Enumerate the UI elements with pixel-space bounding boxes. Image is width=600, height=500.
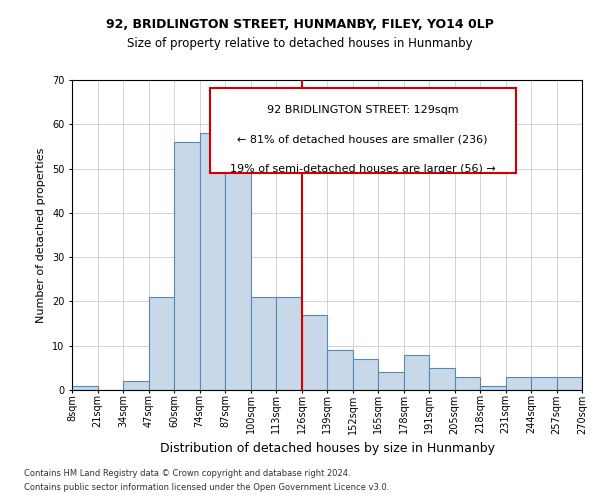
Text: 19% of semi-detached houses are larger (56) →: 19% of semi-detached houses are larger (…	[230, 164, 496, 173]
Text: Contains HM Land Registry data © Crown copyright and database right 2024.: Contains HM Land Registry data © Crown c…	[24, 468, 350, 477]
Text: Size of property relative to detached houses in Hunmanby: Size of property relative to detached ho…	[127, 38, 473, 51]
Bar	[276, 297, 302, 390]
Bar	[199, 133, 225, 390]
Bar	[353, 359, 378, 390]
Bar	[327, 350, 353, 390]
Bar	[225, 164, 251, 390]
Text: 92 BRIDLINGTON STREET: 129sqm: 92 BRIDLINGTON STREET: 129sqm	[267, 105, 458, 115]
Bar	[455, 376, 480, 390]
Bar	[429, 368, 455, 390]
X-axis label: Distribution of detached houses by size in Hunmanby: Distribution of detached houses by size …	[160, 442, 494, 455]
Bar	[302, 314, 327, 390]
Text: Contains public sector information licensed under the Open Government Licence v3: Contains public sector information licen…	[24, 484, 389, 492]
Bar	[149, 297, 174, 390]
FancyBboxPatch shape	[210, 88, 516, 173]
Text: 92, BRIDLINGTON STREET, HUNMANBY, FILEY, YO14 0LP: 92, BRIDLINGTON STREET, HUNMANBY, FILEY,…	[106, 18, 494, 30]
Bar	[251, 297, 276, 390]
Y-axis label: Number of detached properties: Number of detached properties	[37, 148, 46, 322]
Bar	[505, 376, 531, 390]
Bar	[72, 386, 97, 390]
Bar	[174, 142, 199, 390]
Text: ← 81% of detached houses are smaller (236): ← 81% of detached houses are smaller (23…	[238, 134, 488, 144]
Bar	[557, 376, 582, 390]
Bar	[404, 354, 429, 390]
Bar	[531, 376, 557, 390]
Bar	[378, 372, 404, 390]
Bar	[480, 386, 505, 390]
Bar	[123, 381, 149, 390]
